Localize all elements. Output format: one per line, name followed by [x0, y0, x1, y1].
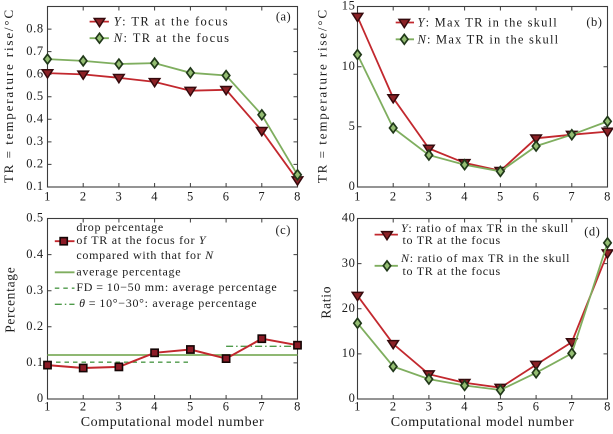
svg-text:8: 8	[604, 399, 611, 413]
svg-text:0.6: 0.6	[26, 66, 43, 80]
svg-text:Y: ratio of max TR in the skul: Y: ratio of max TR in the skull	[401, 221, 569, 235]
svg-text:0: 0	[349, 391, 356, 405]
svg-text:4: 4	[151, 190, 158, 204]
svg-text:Ratio: Ratio	[318, 286, 333, 319]
svg-text:4: 4	[151, 399, 158, 413]
svg-text:4: 4	[461, 399, 468, 413]
svg-text:2: 2	[390, 399, 397, 413]
svg-text:0.4: 0.4	[26, 112, 44, 126]
svg-text:8: 8	[294, 399, 301, 413]
svg-text:N: ratio of max TR in the skul: N: ratio of max TR in the skull	[400, 251, 570, 265]
svg-text:0.1: 0.1	[26, 179, 43, 193]
svg-text:1: 1	[44, 190, 51, 204]
svg-text:40: 40	[342, 211, 356, 225]
svg-text:0.2: 0.2	[26, 157, 43, 171]
svg-text:2: 2	[80, 190, 87, 204]
svg-text:Percentage: Percentage	[3, 267, 18, 333]
svg-text:0.3: 0.3	[26, 283, 43, 297]
svg-text:0.4: 0.4	[26, 247, 44, 261]
svg-text:3: 3	[426, 190, 433, 204]
svg-text:of TR at the focus for Y: of TR at the focus for Y	[76, 233, 207, 247]
svg-text:TR = temperature rise/°C: TR = temperature rise/°C	[1, 8, 16, 183]
svg-text:(c): (c)	[276, 223, 291, 237]
svg-text:TR = temperature rise/°C: TR = temperature rise/°C	[315, 8, 330, 183]
svg-text:15: 15	[342, 0, 356, 13]
svg-text:0: 0	[349, 179, 356, 193]
svg-text:0.8: 0.8	[26, 21, 43, 35]
svg-text:(a): (a)	[276, 10, 291, 24]
svg-text:θ = 10°−30°: average percentag: θ = 10°−30°: average percentage	[79, 296, 257, 310]
svg-text:compared with that for N: compared with that for N	[76, 248, 214, 262]
svg-text:Computational model number: Computational model number	[81, 415, 265, 430]
svg-text:to TR at the focus: to TR at the focus	[403, 264, 501, 278]
svg-text:1: 1	[354, 399, 361, 413]
svg-text:3: 3	[116, 399, 123, 413]
svg-text:6: 6	[223, 190, 230, 204]
svg-text:(d): (d)	[584, 224, 600, 238]
svg-text:0.7: 0.7	[26, 44, 43, 58]
svg-text:1: 1	[44, 399, 51, 413]
svg-text:6: 6	[533, 190, 540, 204]
svg-text:to TR at the focus: to TR at the focus	[403, 233, 501, 247]
svg-text:5: 5	[497, 190, 504, 204]
svg-text:8: 8	[604, 190, 611, 204]
svg-text:0.5: 0.5	[26, 211, 43, 225]
svg-text:0.2: 0.2	[26, 319, 43, 333]
svg-text:7: 7	[568, 190, 575, 204]
svg-text:0: 0	[37, 391, 44, 405]
svg-text:Y: TR at the focus: Y: TR at the focus	[114, 15, 229, 29]
svg-text:Y: Max TR in the skull: Y: Max TR in the skull	[418, 16, 558, 30]
svg-text:3: 3	[116, 190, 123, 204]
svg-text:10: 10	[342, 59, 356, 73]
svg-text:N: TR at the focus: N: TR at the focus	[113, 31, 231, 45]
svg-text:5: 5	[187, 399, 194, 413]
svg-text:FD = 10−50 mm: average percent: FD = 10−50 mm: average percentage	[76, 280, 277, 294]
svg-text:4: 4	[461, 190, 468, 204]
svg-text:5: 5	[187, 190, 194, 204]
svg-text:20: 20	[342, 301, 356, 315]
svg-text:10: 10	[342, 346, 356, 360]
svg-text:6: 6	[533, 399, 540, 413]
svg-text:6: 6	[223, 399, 230, 413]
svg-text:(b): (b)	[586, 15, 602, 29]
svg-text:5: 5	[349, 119, 356, 133]
svg-text:7: 7	[258, 399, 265, 413]
svg-text:3: 3	[426, 399, 433, 413]
svg-text:8: 8	[294, 190, 301, 204]
svg-text:5: 5	[497, 399, 504, 413]
svg-text:0.3: 0.3	[26, 134, 43, 148]
svg-text:average percentage: average percentage	[76, 265, 181, 279]
svg-text:1: 1	[354, 190, 361, 204]
svg-text:drop percentage: drop percentage	[76, 220, 163, 234]
svg-text:Computational model number: Computational model number	[391, 415, 575, 430]
svg-text:2: 2	[80, 399, 87, 413]
svg-text:0.1: 0.1	[26, 355, 43, 369]
svg-text:N: Max TR in the skull: N: Max TR in the skull	[417, 32, 560, 46]
svg-text:0.5: 0.5	[26, 89, 43, 103]
svg-text:7: 7	[568, 399, 575, 413]
svg-text:30: 30	[342, 256, 356, 270]
svg-text:7: 7	[258, 190, 265, 204]
svg-text:2: 2	[390, 190, 397, 204]
